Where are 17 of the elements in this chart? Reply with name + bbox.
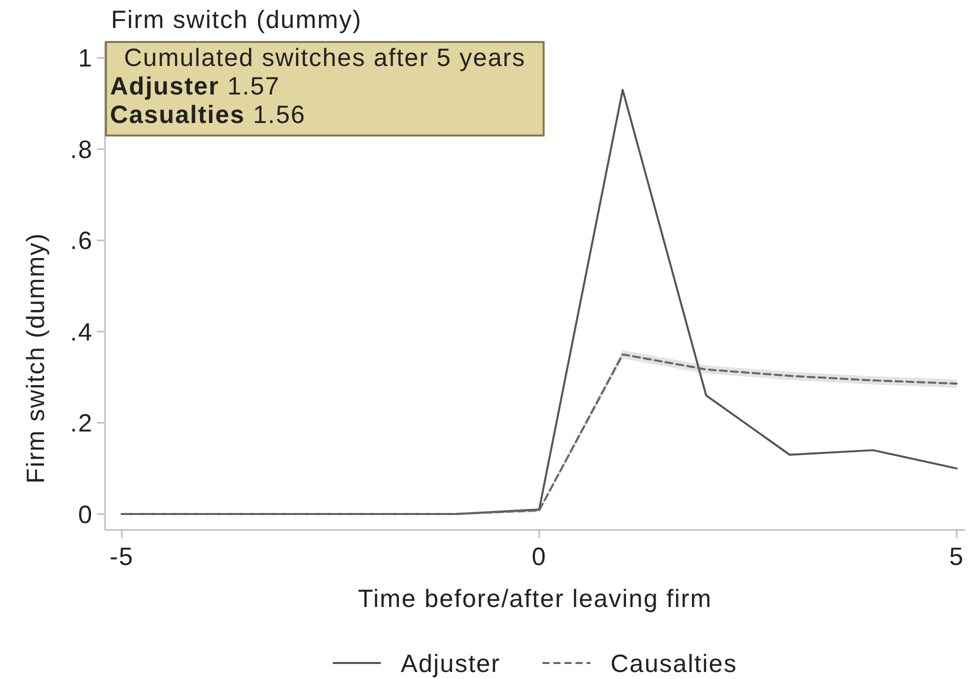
y-tick-label: 1 [78, 44, 93, 73]
x-axis-title: Time before/after leaving firm [358, 585, 712, 613]
y-tick-label: .8 [70, 136, 93, 164]
y-tick-label: .2 [70, 410, 93, 438]
y-tick-label: .6 [70, 227, 93, 256]
y-tick-label: 0 [78, 500, 93, 529]
x-tick-label: 5 [949, 543, 964, 571]
x-tick-label: 0 [532, 543, 547, 571]
annotation: Adjuster 1.57 [110, 72, 280, 100]
legend-label: Adjuster [400, 650, 500, 678]
x-tick-label: -5 [110, 543, 134, 571]
y-tick-label: .4 [70, 318, 93, 346]
annotation: Casualties 1.56 [110, 101, 306, 129]
y-axis-title: Firm switch (dummy) [22, 232, 50, 484]
chart-title: Firm switch (dummy) [111, 6, 362, 34]
legend-label: Causalties [610, 650, 738, 678]
annotation: Cumulated switches after 5 years [124, 44, 526, 72]
